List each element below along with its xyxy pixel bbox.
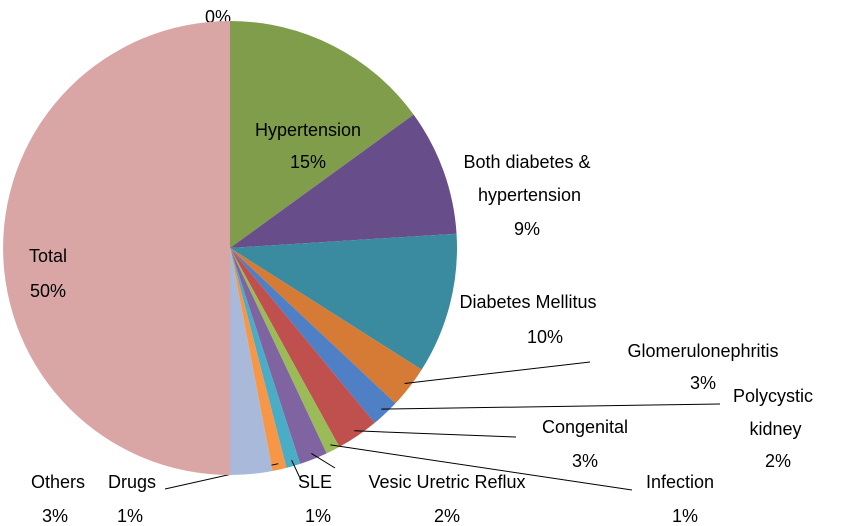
pie-slice bbox=[230, 21, 414, 248]
pie-slice bbox=[230, 233, 457, 370]
pie-slice bbox=[230, 248, 301, 468]
pie-slice bbox=[230, 248, 375, 447]
slice-value-label: 1% bbox=[117, 506, 143, 526]
pie-slice bbox=[230, 114, 457, 248]
leader-line bbox=[354, 430, 517, 438]
leader-line bbox=[311, 453, 336, 469]
slice-label: Both diabetes & hypertension bbox=[463, 152, 590, 205]
pie-slice bbox=[230, 248, 273, 475]
leader-line bbox=[330, 444, 633, 491]
slice-label: Polycystic kidney bbox=[733, 386, 813, 439]
slice-value-label: 3% bbox=[690, 373, 716, 393]
pie-slice bbox=[3, 21, 230, 475]
slice-label: Total bbox=[29, 246, 67, 266]
slice-label: Hypertension bbox=[255, 120, 361, 140]
pie-slice bbox=[230, 248, 340, 454]
slice-value-label: 10% bbox=[527, 327, 563, 347]
slice-value-label: 2% bbox=[434, 506, 460, 526]
slice-label: Glomerulonephritis bbox=[627, 341, 778, 361]
leader-line bbox=[404, 361, 591, 384]
slice-label: SLE bbox=[298, 472, 332, 492]
slice-label: Diabetes Mellitus bbox=[459, 292, 596, 312]
slice-label: Vesic Uretric Reflux bbox=[368, 472, 525, 492]
slice-value-label: 3% bbox=[42, 506, 68, 526]
pie-slice bbox=[230, 248, 327, 464]
slice-label: Congenital bbox=[542, 417, 628, 437]
slice-value-label: 15% bbox=[290, 152, 326, 172]
leader-line bbox=[381, 403, 721, 410]
pie-slice bbox=[230, 248, 422, 404]
slice-value-label: 50% bbox=[30, 281, 66, 301]
slice-value-label: 9% bbox=[514, 219, 540, 239]
slice-value-label: 1% bbox=[305, 506, 331, 526]
slice-label: Others bbox=[31, 472, 85, 492]
pie-slice bbox=[230, 248, 396, 423]
leader-line bbox=[291, 460, 301, 479]
slice-value-label: 1% bbox=[672, 506, 698, 526]
slice-label: Infection bbox=[646, 472, 714, 492]
slice-label: Drugs bbox=[108, 472, 156, 492]
slice-value-label: 2% bbox=[765, 451, 791, 471]
slice-value-label: 3% bbox=[572, 451, 598, 471]
pie-slice bbox=[230, 248, 287, 471]
